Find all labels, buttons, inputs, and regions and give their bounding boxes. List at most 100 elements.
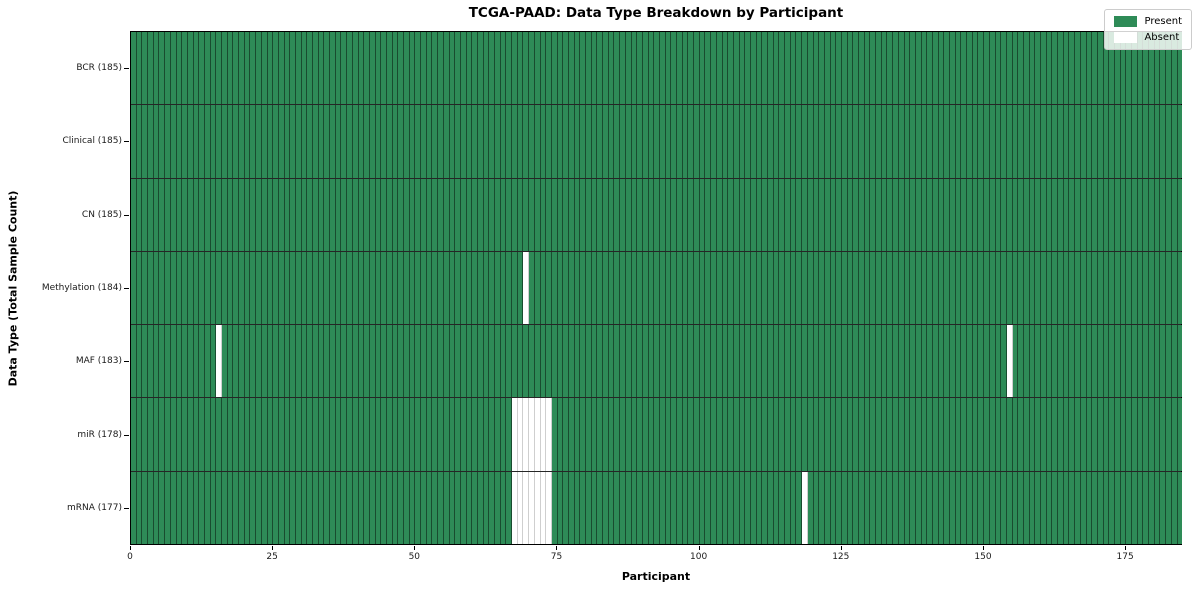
matrix-cell: [170, 178, 177, 251]
matrix-cell: [148, 471, 154, 544]
matrix-cell: [483, 178, 490, 251]
matrix-cell: [932, 105, 939, 178]
matrix-cell: [523, 105, 530, 178]
matrix-cell: [261, 105, 268, 178]
matrix-cell: [1023, 178, 1030, 251]
matrix-cell: [841, 325, 848, 398]
matrix-cell: [204, 105, 211, 178]
matrix-cell: [284, 178, 291, 251]
matrix-cell: [398, 398, 404, 471]
matrix-cell: [330, 105, 336, 178]
matrix-cell: [415, 32, 422, 105]
matrix-cell: [540, 178, 547, 251]
matrix-cell: [187, 32, 194, 105]
matrix-cell: [347, 251, 353, 325]
matrix-cell: [995, 32, 1002, 105]
matrix-cell: [477, 398, 484, 471]
matrix-cell: [568, 178, 575, 251]
matrix-cell: [887, 325, 894, 398]
matrix-cell: [142, 105, 149, 178]
matrix-cell: [870, 251, 877, 325]
matrix-cell: [927, 325, 933, 398]
matrix-cell: [1160, 105, 1167, 178]
matrix-cell: [1041, 471, 1047, 544]
matrix-cell: [938, 178, 945, 251]
matrix-cell: [796, 178, 803, 251]
matrix-cell: [1137, 471, 1144, 544]
matrix-cell: [1046, 325, 1053, 398]
matrix-cell: [210, 178, 217, 251]
matrix-cell: [819, 325, 825, 398]
matrix-cell: [1171, 471, 1178, 544]
matrix-cell: [176, 32, 183, 105]
matrix-cell: [495, 471, 501, 544]
matrix-cell: [409, 32, 416, 105]
matrix-cell: [392, 32, 399, 105]
matrix-cell: [1063, 178, 1070, 251]
matrix-cell: [307, 251, 313, 325]
matrix-cell: [1035, 32, 1041, 105]
matrix-cell: [472, 32, 478, 105]
matrix-cell: [819, 398, 825, 471]
matrix-cell: [1029, 178, 1036, 251]
matrix-cell: [301, 32, 308, 105]
matrix-cell: [568, 325, 575, 398]
matrix-cell: [335, 178, 342, 251]
matrix-cell: [136, 325, 143, 398]
matrix-cell: [1097, 398, 1104, 471]
matrix-cell: [1149, 105, 1155, 178]
matrix-cell: [176, 471, 183, 544]
matrix-cell: [927, 178, 933, 251]
matrix-cell: [768, 251, 774, 325]
matrix-cell: [762, 325, 768, 398]
matrix-cell: [574, 105, 581, 178]
matrix-cell: [637, 251, 643, 325]
matrix-cell: [335, 105, 342, 178]
matrix-cell: [1018, 32, 1024, 105]
matrix-cell: [824, 32, 831, 105]
matrix-cell: [153, 251, 160, 325]
matrix-cell: [694, 178, 700, 251]
matrix-cell: [256, 325, 262, 398]
matrix-cell: [443, 325, 450, 398]
matrix-cell: [432, 32, 439, 105]
matrix-cell: [824, 471, 831, 544]
matrix-cell: [540, 471, 547, 544]
matrix-cell: [910, 32, 916, 105]
matrix-cell: [853, 105, 859, 178]
chart-title: TCGA-PAAD: Data Type Breakdown by Partic…: [468, 5, 844, 21]
matrix-cell: [432, 105, 439, 178]
matrix-cell: [233, 178, 240, 251]
matrix-cell: [648, 471, 655, 544]
matrix-cell: [887, 32, 894, 105]
matrix-cell: [1166, 398, 1172, 471]
matrix-cell: [443, 471, 450, 544]
matrix-cell: [301, 325, 308, 398]
x-tick-mark: [556, 546, 558, 550]
matrix-cell: [216, 398, 222, 471]
matrix-cell: [995, 105, 1002, 178]
matrix-cell: [432, 178, 439, 251]
matrix-cell: [404, 251, 410, 325]
matrix-cell: [233, 105, 240, 178]
y-tick-label: miR (178): [77, 429, 122, 440]
matrix-cell: [1097, 251, 1104, 325]
matrix-cell: [358, 178, 365, 251]
matrix-cell: [1080, 398, 1087, 471]
matrix-cell: [182, 325, 188, 398]
matrix-cell: [733, 105, 740, 178]
data-type-row-maf: [131, 325, 1183, 399]
matrix-cell: [438, 32, 444, 105]
matrix-cell: [267, 178, 274, 251]
matrix-cell: [455, 471, 461, 544]
matrix-cell: [1041, 32, 1047, 105]
matrix-cell: [694, 398, 700, 471]
matrix-cell: [1154, 398, 1161, 471]
matrix-cell: [779, 105, 786, 178]
matrix-cell: [1018, 398, 1024, 471]
matrix-cell: [529, 325, 535, 398]
matrix-cell: [688, 178, 695, 251]
matrix-cell: [807, 105, 814, 178]
matrix-cell: [637, 32, 643, 105]
matrix-cell: [489, 471, 495, 544]
